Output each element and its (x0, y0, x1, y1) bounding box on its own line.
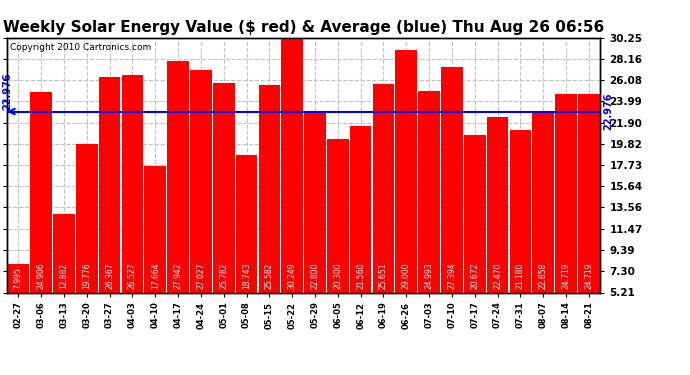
Bar (282, 38, 303, 292)
Bar (213, 83, 235, 292)
Bar (167, 61, 189, 292)
Bar (99, 77, 121, 292)
Text: 24.719: 24.719 (584, 263, 593, 290)
Text: 20.672: 20.672 (471, 263, 480, 290)
Text: 29.000: 29.000 (402, 263, 411, 290)
Text: 26.367: 26.367 (105, 263, 114, 290)
Bar (533, 113, 554, 292)
Title: Weekly Solar Energy Value ($ red) & Average (blue) Thu Aug 26 06:56: Weekly Solar Energy Value ($ red) & Aver… (3, 20, 604, 35)
Bar (418, 91, 440, 292)
Text: 17.664: 17.664 (150, 263, 160, 290)
Text: 22.976: 22.976 (603, 93, 613, 130)
Text: 7.995: 7.995 (14, 268, 23, 290)
Bar (395, 50, 417, 292)
Bar (486, 117, 509, 292)
Bar (30, 92, 52, 292)
Bar (578, 94, 600, 292)
Bar (144, 166, 166, 292)
Text: 22.976: 22.976 (2, 72, 12, 110)
Bar (373, 84, 394, 292)
Bar (259, 85, 280, 292)
Text: 27.942: 27.942 (174, 263, 183, 290)
Text: 24.719: 24.719 (562, 263, 571, 290)
Bar (304, 113, 326, 292)
Text: 27.394: 27.394 (447, 263, 457, 290)
Text: 12.882: 12.882 (59, 263, 68, 290)
Text: 26.527: 26.527 (128, 263, 137, 290)
Text: 22.470: 22.470 (493, 263, 502, 290)
Text: 25.582: 25.582 (265, 263, 274, 290)
Bar (76, 144, 97, 292)
Bar (441, 67, 463, 292)
Bar (464, 135, 486, 292)
Text: 22.858: 22.858 (539, 263, 548, 290)
Bar (190, 70, 212, 292)
Text: 24.906: 24.906 (37, 263, 46, 290)
Bar (350, 126, 371, 292)
Text: 27.027: 27.027 (197, 263, 206, 290)
Bar (236, 154, 257, 292)
Bar (327, 139, 348, 292)
Bar (8, 264, 29, 292)
Bar (53, 214, 75, 292)
Text: 20.300: 20.300 (333, 263, 342, 290)
Text: Copyright 2010 Cartronics.com: Copyright 2010 Cartronics.com (10, 43, 151, 52)
Text: 30.249: 30.249 (288, 263, 297, 290)
Text: 25.782: 25.782 (219, 263, 228, 290)
Text: 25.651: 25.651 (379, 263, 388, 290)
Bar (510, 130, 531, 292)
Bar (555, 94, 577, 292)
Text: 24.993: 24.993 (424, 263, 433, 290)
Text: 22.800: 22.800 (310, 263, 319, 290)
Text: 18.743: 18.743 (242, 263, 251, 290)
Text: 21.180: 21.180 (516, 263, 525, 290)
Text: 21.560: 21.560 (356, 263, 365, 290)
Text: 19.776: 19.776 (82, 263, 91, 290)
Bar (121, 75, 144, 292)
